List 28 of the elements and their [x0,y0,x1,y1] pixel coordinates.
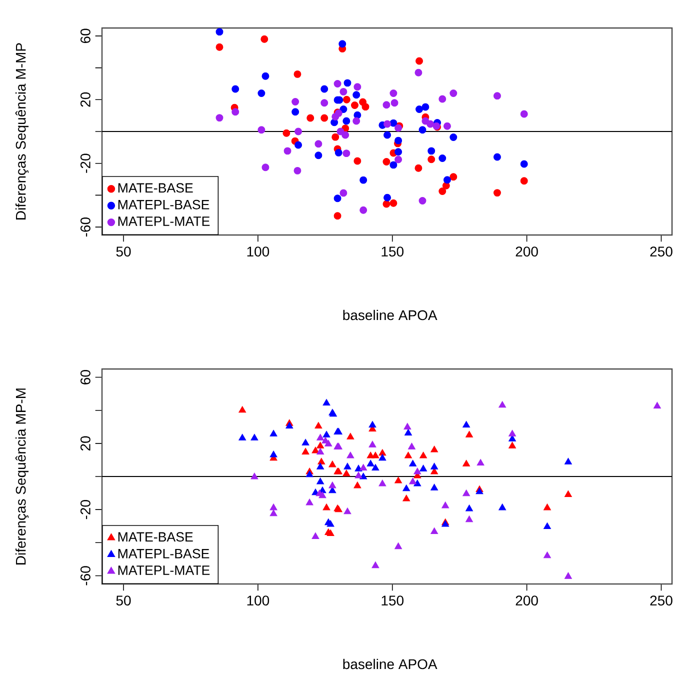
x-axis-title: baseline APOA [343,310,438,320]
x-tick-label: 200 [516,596,538,606]
x-tick-label: 100 [247,246,270,257]
x-tick-label: 50 [116,596,131,606]
y-axis-title: Diferenças Sequência M-MP [15,43,29,220]
x-tick-label: 50 [116,246,131,257]
x-tick-label: 250 [650,596,672,606]
x-tick-label: 150 [382,246,404,257]
legend-label: MATEPL-MATE [118,566,210,575]
y-axis-title: Diferenças Sequência MP-M [15,388,29,564]
legend-label: MATEPL-BASE [118,200,210,210]
y-tick-label: 60 [80,28,90,44]
legend-label: MATEPL-MATE [118,216,210,226]
y-tick-label: 20 [80,92,90,107]
x-tick-label: 150 [382,596,404,606]
y-tick-label: 20 [80,436,90,451]
x-tick-label: 100 [247,596,270,606]
y-tick-label: -20 [80,500,90,520]
legend-label: MATE-BASE [118,532,193,542]
x-tick-label: 250 [650,246,672,257]
x-tick-label: 200 [516,246,538,257]
legend-label: MATEPL-BASE [118,548,210,558]
y-tick-label: -60 [80,217,90,237]
y-tick-label: -20 [80,154,90,173]
y-tick-label: 60 [80,370,90,384]
legend-label: MATE-BASE [118,183,193,193]
x-axis-title: baseline APOA [343,658,438,670]
y-tick-label: -60 [80,566,90,586]
